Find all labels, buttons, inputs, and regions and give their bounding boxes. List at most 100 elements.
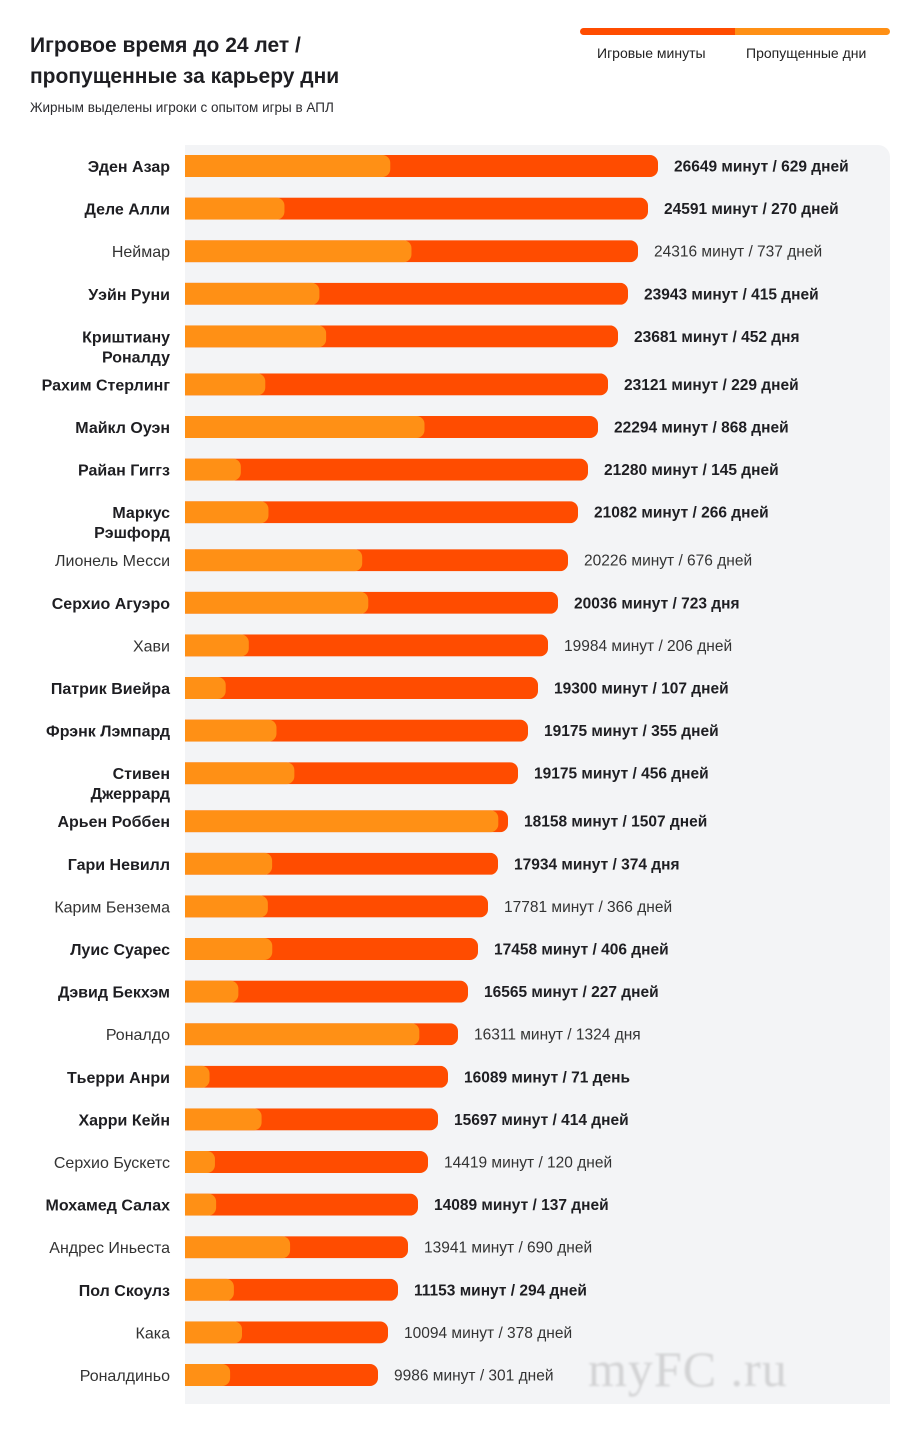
player-name: Хави [133,638,170,655]
bar-days [185,1236,291,1259]
bar-minutes [185,1278,398,1301]
value-label: 26649 минут / 629 дней [674,159,849,176]
value-label: 17458 минут / 406 дней [494,942,669,959]
bar-days [185,549,363,572]
legend-swatch-minutes [580,28,735,35]
value-label: 14419 минут / 120 дней [444,1155,612,1172]
bar-row: Луис Суарес 17458 минут / 406 дней [70,938,669,960]
bar-row: Серхио Бускетс 14419 минут / 120 дней [54,1151,612,1173]
chart-subtitle: Жирным выделены игроки с опытом игры в А… [30,100,334,115]
player-name: Пол Скоулз [79,1283,170,1300]
player-name: Стивен Джеррард [91,766,170,803]
bar-row: Деле Алли 24591 минут / 270 дней [84,197,839,220]
bar-row: Карим Бензема 17781 минут / 366 дней [54,895,672,918]
bar-row: Роналдиньо 9986 минут / 301 дней [80,1364,553,1386]
bar-days [185,677,226,699]
bar-minutes [185,634,548,657]
bar-minutes [185,677,538,699]
player-name: Неймар [112,244,170,261]
player-name: Луис Суарес [70,942,170,959]
player-name: Тьерри Анри [67,1070,170,1087]
value-label: 20036 минут / 723 дня [574,595,740,612]
bar-row: Харри Кейн 15697 минут / 414 дней [78,1108,629,1131]
bar-minutes [185,197,648,220]
bar-minutes [185,1151,428,1173]
value-label: 22294 минут / 868 дней [614,420,789,437]
bar-row: Майкл Оуэн 22294 минут / 868 дней [75,416,789,438]
player-name: Серхио Бускетс [54,1155,170,1172]
bar-row: Андрес Иньеста 13941 минут / 690 дней [49,1236,592,1259]
player-name: Фрэнк Лэмпард [46,724,170,741]
bar-days [185,1364,231,1386]
bar-row: Неймар 24316 минут / 737 дней [112,240,822,263]
value-label: 18158 минут / 1507 дней [524,814,707,831]
bar-days [185,634,249,657]
bar-days [185,155,391,177]
value-label: 10094 минут / 378 дней [404,1325,572,1342]
player-name: Харри Кейн [78,1112,170,1129]
value-label: 17781 минут / 366 дней [504,899,672,916]
value-label: 24591 минут / 270 дней [664,201,839,218]
bar-row: Хави 19984 минут / 206 дней [133,634,732,657]
bar-row: Гари Невилл 17934 минут / 374 дня [68,852,680,875]
bar-days [185,591,369,614]
value-label: 19175 минут / 355 дней [544,723,719,740]
value-label: 13941 минут / 690 дней [424,1240,592,1257]
bar-days [185,1193,217,1216]
player-name: Криштиану Роналду [82,329,170,366]
bar-minutes [185,1193,418,1216]
bar-days [185,373,266,396]
bar-minutes [185,1065,448,1088]
player-name: Деле Алли [84,202,170,219]
bar-row: Эден Азар 26649 минут / 629 дней [88,155,849,177]
player-name: Кака [136,1325,171,1342]
player-name: Серхио Агуэро [52,596,170,613]
player-name: Арьен Роббен [57,814,170,831]
bar-row: Лионель Месси 20226 минут / 676 дней [55,549,752,572]
bar-days [185,325,327,348]
player-name: Дэвид Бекхэм [58,985,170,1002]
player-name: Уэйн Руни [88,287,170,304]
bar-days [185,852,273,875]
bar-days [185,719,277,742]
bar-row: Дэвид Бекхэм 16565 минут / 227 дней [58,980,659,1003]
value-label: 21082 минут / 266 дней [594,505,769,522]
bar-days [185,810,499,833]
value-label: 16089 минут / 71 день [464,1069,630,1086]
value-label: 16565 минут / 227 дней [484,984,659,1001]
bar-minutes [185,373,608,396]
bar-row: Роналдо 16311 минут / 1324 дня [106,1023,641,1046]
value-label: 19175 минут / 456 дней [534,766,709,783]
bar-days [185,938,273,960]
bar-days [185,1065,210,1088]
player-name: Андрес Иньеста [49,1240,170,1257]
player-name: Маркус Рэшфорд [94,505,170,542]
legend-label-days: Пропущенные дни [746,45,867,61]
player-name: Майкл Оуэн [75,420,170,437]
bar-row: Рахим Стерлинг 23121 минут / 229 дней [42,373,799,396]
player-name: Гари Невилл [68,857,170,874]
player-name: Карим Бензема [54,899,170,916]
bar-days [185,416,425,438]
watermark: myFC .ru [588,1341,788,1397]
player-name: Лионель Месси [55,553,170,570]
value-label: 17934 минут / 374 дня [514,856,680,873]
player-name: Рахим Стерлинг [42,377,171,394]
value-label: 24316 минут / 737 дней [654,244,822,261]
value-label: 21280 минут / 145 дней [604,462,779,479]
player-name: Патрик Виейра [51,681,170,698]
bar-days [185,895,268,918]
bar-row: Маркус Рэшфорд 21082 минут / 266 дней [94,501,769,542]
bar-days [185,501,269,524]
value-label: 20226 минут / 676 дней [584,553,752,570]
bar-days [185,762,295,785]
value-label: 11153 минут / 294 дней [414,1282,587,1299]
value-label: 19300 минут / 107 дней [554,681,729,698]
legend-label-minutes: Игровые минуты [597,45,706,61]
bar-days [185,1151,215,1173]
player-name: Эден Азар [88,159,171,176]
bar-minutes [185,458,588,481]
bar-minutes [185,1364,378,1386]
bar-row: Арьен Роббен 18158 минут / 1507 дней [57,810,707,833]
